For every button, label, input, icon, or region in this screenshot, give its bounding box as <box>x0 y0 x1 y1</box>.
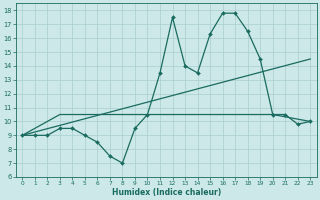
X-axis label: Humidex (Indice chaleur): Humidex (Indice chaleur) <box>112 188 221 197</box>
